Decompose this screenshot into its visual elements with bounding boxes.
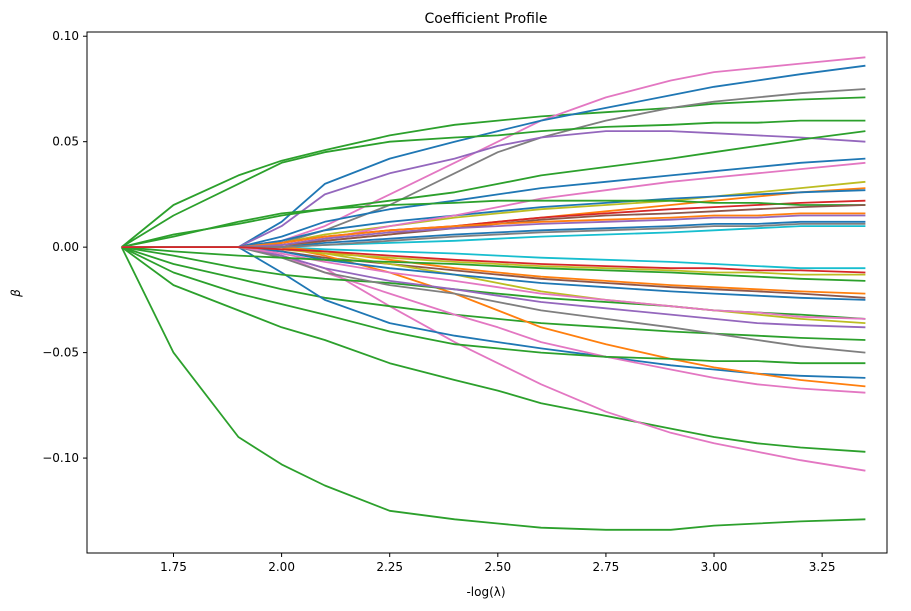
series-line-4 (121, 96, 866, 248)
series-line-31 (121, 199, 866, 248)
x-axis-ticks: 1.75 2.00 2.25 2.50 2.75 3.00 3.25 (160, 553, 835, 574)
y-tick-label: 0.05 (52, 135, 79, 149)
series-line-20 (121, 246, 866, 394)
series-line-13 (121, 180, 866, 249)
series-line-9 (121, 130, 866, 249)
y-tick-label: −0.10 (42, 451, 79, 465)
series-line-32 (121, 246, 866, 320)
y-tick-label: 0.00 (52, 240, 79, 254)
x-tick-label: 2.75 (593, 560, 620, 574)
x-tick-label: 3.25 (809, 560, 836, 574)
series-line-24 (121, 246, 866, 354)
series-line-2 (121, 246, 866, 453)
x-tick-label: 1.75 (160, 560, 187, 574)
series-line-10 (121, 130, 866, 248)
plot-frame (86, 31, 888, 554)
series-line-38 (121, 246, 866, 282)
x-tick-label: 2.00 (268, 560, 295, 574)
y-tick-label: 0.10 (52, 29, 79, 43)
y-axis-label: β (9, 289, 23, 298)
x-tick-label: 3.00 (701, 560, 728, 574)
series-lines (120, 56, 866, 531)
chart-title: Coefficient Profile (424, 11, 547, 27)
series-line-1 (120, 246, 866, 531)
y-axis-ticks: 0.10 0.05 0.00 −0.05 −0.10 (42, 29, 87, 465)
y-tick-label: −0.05 (42, 346, 79, 360)
series-line-3 (121, 246, 866, 472)
series-line-14 (121, 225, 866, 249)
series-line-6 (121, 64, 866, 249)
x-axis-label: -log(λ) (466, 585, 505, 599)
x-tick-label: 2.50 (484, 560, 511, 574)
series-line-21 (121, 246, 866, 365)
series-line-40 (121, 246, 866, 274)
series-line-39 (121, 222, 866, 249)
x-tick-label: 2.25 (376, 560, 403, 574)
series-line-11 (121, 157, 866, 249)
series-line-17 (121, 246, 866, 341)
series-line-5 (121, 56, 866, 249)
series-line-37 (121, 214, 866, 249)
series-line-8 (121, 119, 866, 248)
